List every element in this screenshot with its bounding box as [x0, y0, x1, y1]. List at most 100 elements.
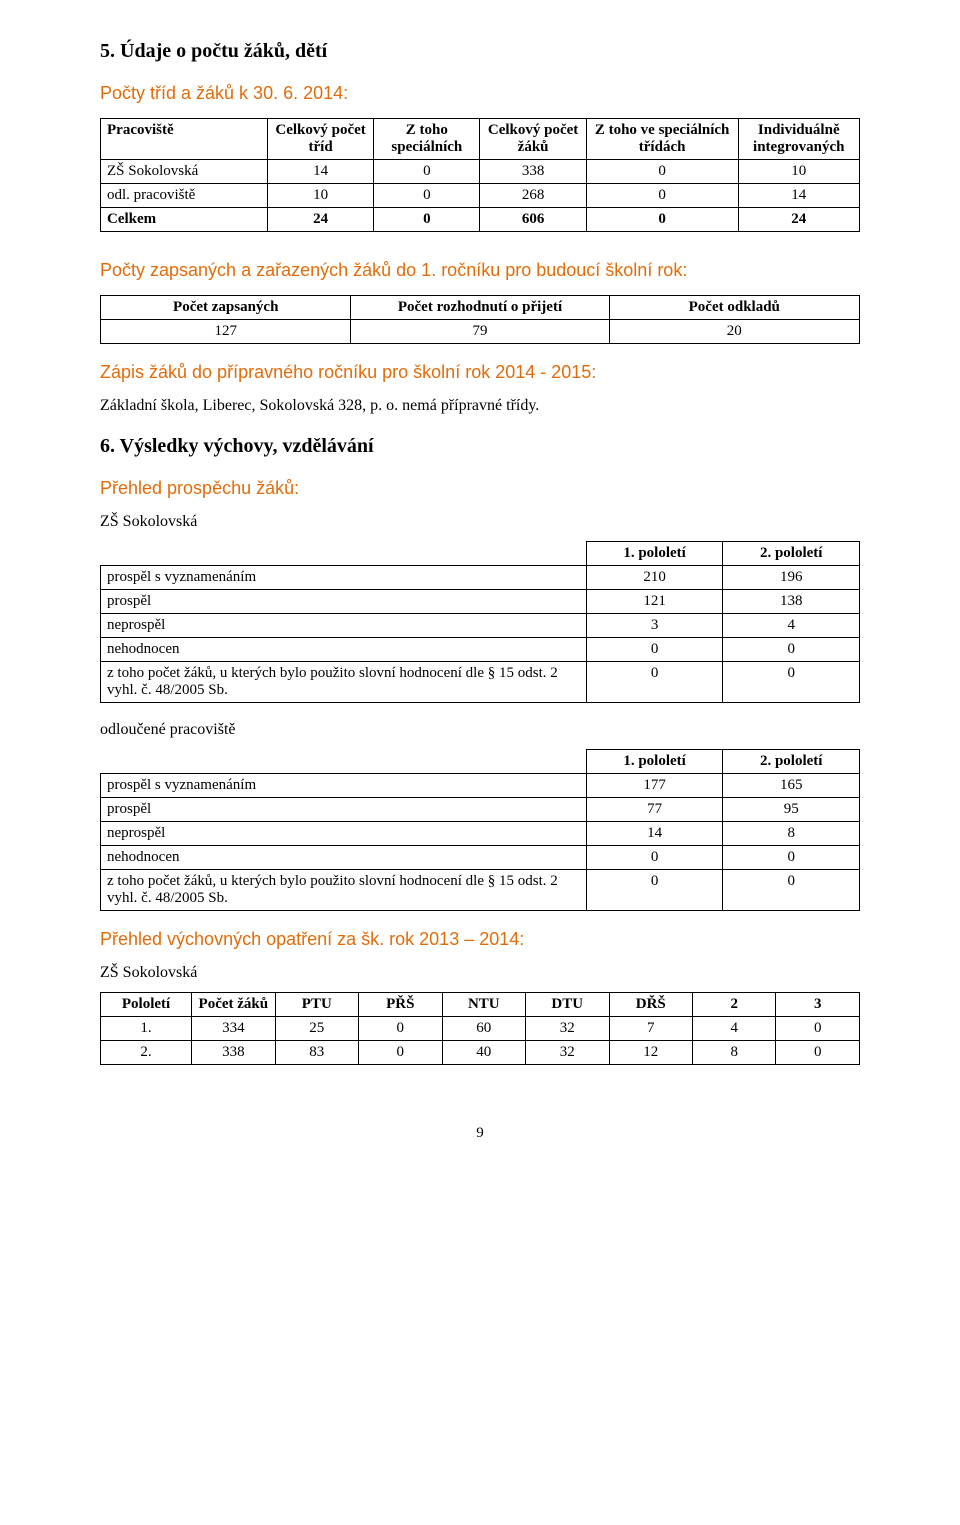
cell: 0 — [776, 1041, 860, 1065]
cell: 95 — [723, 798, 860, 822]
cell: 2. — [101, 1041, 192, 1065]
cell: 24 — [738, 208, 859, 232]
cell: 7 — [609, 1017, 692, 1041]
table-row: neprospěl148 — [101, 822, 860, 846]
t2h0: Počet zapsaných — [173, 299, 278, 315]
tch6: DŘŠ — [636, 996, 666, 1012]
cell: 121 — [586, 590, 723, 614]
cell: 32 — [526, 1017, 609, 1041]
table-row: prospěl121138 — [101, 590, 860, 614]
t1h5: Individuálně integrovaných — [753, 122, 844, 155]
tbh1: 1. pololetí — [623, 753, 686, 769]
page-container: 5. Údaje o počtu žáků, dětí Počty tříd a… — [0, 0, 960, 1182]
cell: 0 — [586, 160, 738, 184]
cell: ZŠ Sokolovská — [101, 160, 268, 184]
cell: prospěl s vyznamenáním — [101, 774, 587, 798]
cell: 8 — [723, 822, 860, 846]
cell: prospěl s vyznamenáním — [101, 566, 587, 590]
cell: z toho počet žáků, u kterých bylo použit… — [101, 870, 587, 911]
cell: prospěl — [101, 590, 587, 614]
tbh2: 2. pololetí — [760, 753, 823, 769]
table-row: prospěl7795 — [101, 798, 860, 822]
cell: nehodnocen — [101, 638, 587, 662]
cell: 0 — [586, 870, 723, 911]
t1h2: Z toho speciálních — [391, 122, 462, 155]
cell: z toho počet žáků, u kterých bylo použit… — [101, 662, 587, 703]
tah2: 2. pololetí — [760, 545, 823, 561]
cell: 0 — [359, 1041, 442, 1065]
cell: 0 — [359, 1017, 442, 1041]
cell: 338 — [480, 160, 586, 184]
tch8: 3 — [814, 996, 822, 1012]
cell: 0 — [586, 638, 723, 662]
cell: 3 — [586, 614, 723, 638]
tch3: PŘŠ — [386, 996, 414, 1012]
cell: 8 — [692, 1041, 775, 1065]
tch0: Pololetí — [122, 996, 170, 1012]
table-enrollment: Počet zapsaných Počet rozhodnutí o přije… — [100, 295, 860, 344]
cell: 79 — [351, 320, 609, 344]
page-number: 9 — [100, 1125, 860, 1142]
table-prospech-b: 1. pololetí 2. pololetí prospěl s vyznam… — [100, 749, 860, 911]
cell: 10 — [267, 184, 373, 208]
cell: 12 — [609, 1041, 692, 1065]
cell: 14 — [586, 822, 723, 846]
table-row: z toho počet žáků, u kterých bylo použit… — [101, 870, 860, 911]
t2h2: Počet odkladů — [689, 299, 780, 315]
cell: 0 — [723, 870, 860, 911]
cell: neprospěl — [101, 822, 587, 846]
t1h1: Celkový počet tříd — [275, 122, 365, 155]
section5-sub2: Počty zapsaných a zařazených žáků do 1. … — [100, 260, 860, 281]
tableA-caption: ZŠ Sokolovská — [100, 513, 860, 531]
table-prospech-a: 1. pololetí 2. pololetí prospěl s vyznam… — [100, 541, 860, 703]
t1h3: Celkový počet žáků — [488, 122, 578, 155]
table-row: prospěl s vyznamenáním210196 — [101, 566, 860, 590]
cell: 0 — [723, 662, 860, 703]
cell: 25 — [275, 1017, 358, 1041]
table-row: ZŠ Sokolovská 14 0 338 0 10 — [101, 160, 860, 184]
section5-title: 5. Údaje o počtu žáků, dětí — [100, 40, 860, 63]
cell: 1. — [101, 1017, 192, 1041]
tah1: 1. pololetí — [623, 545, 686, 561]
table-row: prospěl s vyznamenáním177165 — [101, 774, 860, 798]
cell: 127 — [101, 320, 351, 344]
section6-sub2: Přehled výchovných opatření za šk. rok 2… — [100, 929, 860, 950]
cell: nehodnocen — [101, 846, 587, 870]
tch1: Počet žáků — [199, 996, 269, 1012]
tch2: PTU — [302, 996, 332, 1012]
cell: 196 — [723, 566, 860, 590]
cell: 0 — [586, 208, 738, 232]
cell: 0 — [586, 184, 738, 208]
cell: 338 — [192, 1041, 275, 1065]
cell: 4 — [723, 614, 860, 638]
cell: 32 — [526, 1041, 609, 1065]
cell: 83 — [275, 1041, 358, 1065]
cell: 60 — [442, 1017, 525, 1041]
cell: 77 — [586, 798, 723, 822]
cell: 0 — [374, 160, 480, 184]
cell: 14 — [267, 160, 373, 184]
cell: 0 — [586, 662, 723, 703]
table-row: 2. 338 83 0 40 32 12 8 0 — [101, 1041, 860, 1065]
t1h4: Z toho ve speciálních třídách — [595, 122, 730, 155]
cell: Celkem — [101, 208, 268, 232]
cell: 0 — [723, 638, 860, 662]
cell: 14 — [738, 184, 859, 208]
section6-title: 6. Výsledky výchovy, vzdělávání — [100, 435, 860, 458]
section6-sub1: Přehled prospěchu žáků: — [100, 478, 860, 499]
cell: 606 — [480, 208, 586, 232]
table-row: nehodnocen00 — [101, 638, 860, 662]
table-vychovna-opatreni: Pololetí Počet žáků PTU PŘŠ NTU DTU DŘŠ … — [100, 992, 860, 1065]
cell: 165 — [723, 774, 860, 798]
t2h1: Počet rozhodnutí o přijetí — [398, 299, 562, 315]
cell: 0 — [586, 846, 723, 870]
table-row: 127 79 20 — [101, 320, 860, 344]
tch7: 2 — [730, 996, 738, 1012]
table-row: nehodnocen00 — [101, 846, 860, 870]
cell: 334 — [192, 1017, 275, 1041]
cell: neprospěl — [101, 614, 587, 638]
table-row: odl. pracoviště 10 0 268 0 14 — [101, 184, 860, 208]
cell: 10 — [738, 160, 859, 184]
cell: 20 — [609, 320, 859, 344]
cell: 177 — [586, 774, 723, 798]
